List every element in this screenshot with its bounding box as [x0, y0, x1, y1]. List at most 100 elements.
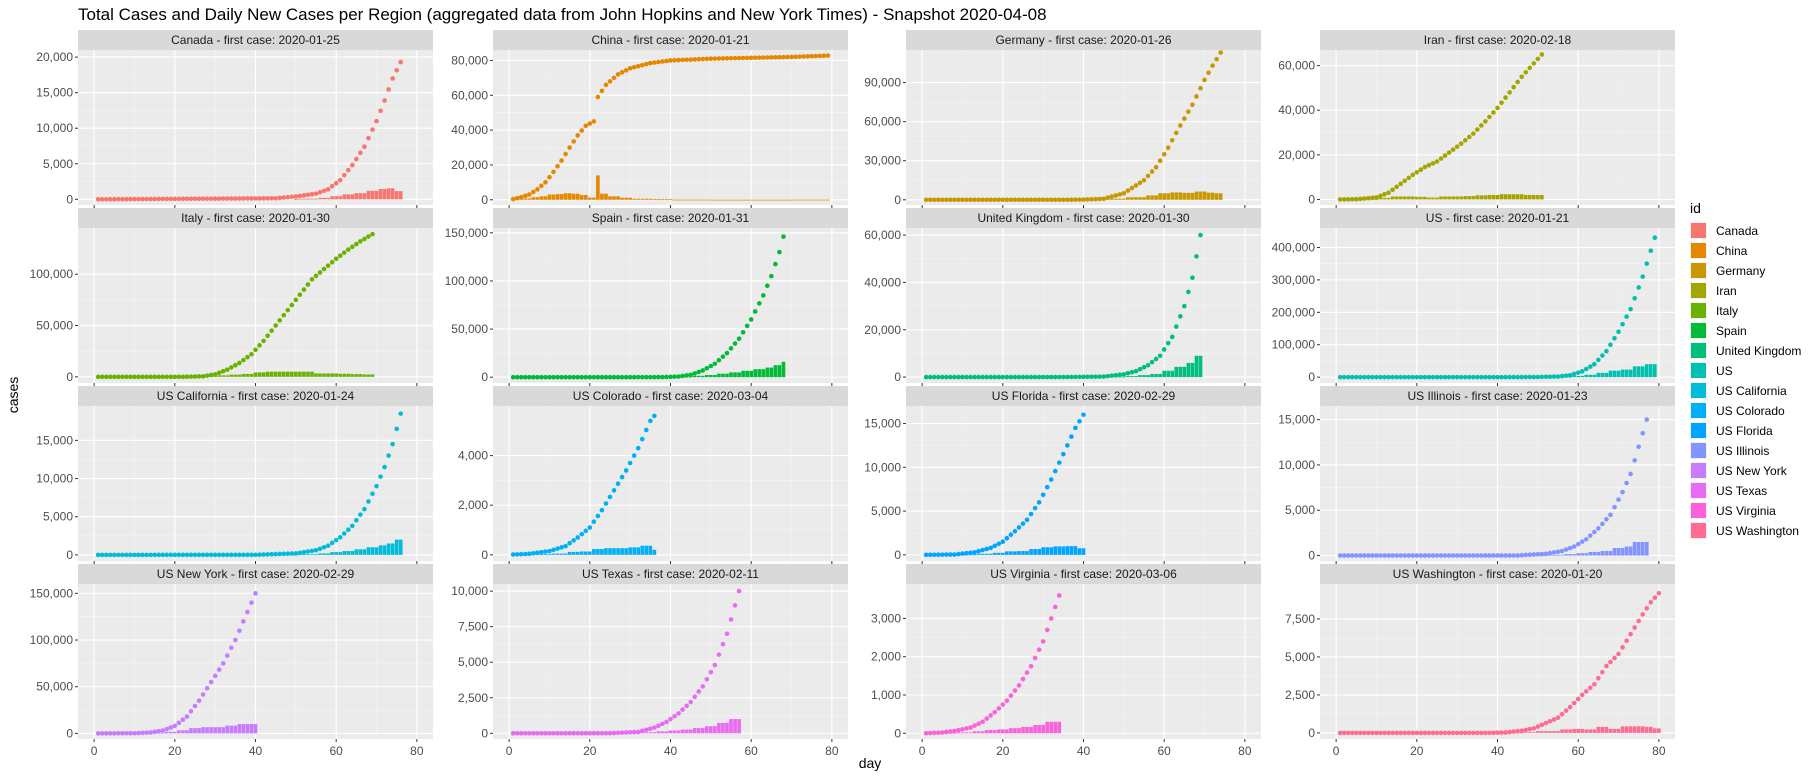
new-cases-bar	[773, 199, 778, 201]
y-tick-label: 15,000	[864, 417, 901, 431]
total-cases-point	[559, 158, 564, 163]
total-cases-point	[188, 374, 194, 379]
total-cases-point	[1446, 374, 1452, 380]
total-cases-point	[1125, 370, 1131, 376]
new-cases-bar	[1644, 541, 1649, 556]
facet-strip-label: US Washington - first case: 2020-01-20	[1393, 567, 1603, 581]
total-cases-point	[777, 54, 782, 60]
new-cases-bar	[652, 199, 657, 201]
new-cases-bar	[555, 194, 560, 200]
new-cases-bar	[1202, 191, 1207, 200]
total-cases-point	[152, 374, 157, 380]
total-cases-point	[587, 121, 593, 126]
total-cases-point	[1539, 722, 1545, 728]
total-cases-point	[615, 481, 621, 487]
total-cases-point	[514, 195, 520, 201]
total-cases-point	[587, 374, 593, 380]
new-cases-bar	[1616, 370, 1621, 378]
total-cases-point	[237, 628, 242, 633]
total-cases-point	[188, 552, 194, 558]
total-cases-point	[1097, 374, 1102, 379]
total-cases-point	[1454, 144, 1460, 149]
legend-item: US Texas	[1690, 482, 1767, 499]
total-cases-point	[992, 543, 998, 549]
total-cases-point	[120, 730, 125, 736]
new-cases-bar	[318, 197, 322, 200]
new-cases-bar	[1536, 731, 1540, 733]
new-cases-bar	[1560, 554, 1564, 556]
total-cases-point	[1048, 477, 1054, 482]
new-cases-bar	[1017, 728, 1021, 734]
legend-label: Germany	[1716, 264, 1765, 278]
new-cases-bar	[1057, 721, 1062, 734]
new-cases-bar	[1463, 196, 1468, 200]
new-cases-bar	[1576, 728, 1580, 733]
total-cases-point	[1596, 675, 1601, 681]
total-cases-point	[1121, 190, 1127, 196]
total-cases-point	[1406, 730, 1412, 736]
y-tick-label: 150,000	[30, 586, 74, 600]
total-cases-point	[1628, 471, 1633, 477]
total-cases-point	[1374, 730, 1379, 736]
total-cases-point	[603, 730, 609, 736]
new-cases-bar	[1178, 366, 1183, 378]
new-cases-bar	[563, 553, 568, 555]
new-cases-bar	[1596, 372, 1601, 378]
new-cases-bar	[185, 730, 189, 734]
new-cases-bar	[761, 369, 766, 378]
total-cases-point	[652, 413, 657, 419]
total-cases-point	[261, 552, 266, 557]
total-cases-point	[148, 552, 153, 558]
y-tick-label: 0	[481, 548, 488, 562]
new-cases-bar	[737, 199, 741, 201]
total-cases-point	[220, 196, 226, 201]
new-cases-bar	[302, 198, 306, 200]
total-cases-point	[704, 56, 710, 62]
x-tick-label: 20	[168, 744, 182, 758]
total-cases-point	[1345, 730, 1351, 736]
total-cases-point	[249, 196, 254, 201]
new-cases-bar	[604, 193, 608, 200]
total-cases-point	[95, 731, 101, 736]
total-cases-point	[510, 374, 516, 380]
new-cases-bar	[1596, 551, 1601, 556]
total-cases-point	[785, 54, 790, 60]
total-cases-point	[518, 194, 524, 200]
total-cases-point	[144, 552, 149, 558]
total-cases-point	[773, 55, 778, 60]
total-cases-point	[1028, 374, 1034, 380]
new-cases-bar	[539, 196, 544, 200]
legend-label: Spain	[1716, 324, 1747, 338]
total-cases-point	[944, 197, 949, 203]
total-cases-point	[1539, 52, 1545, 57]
new-cases-bar	[1394, 196, 1399, 200]
new-cases-bar	[1443, 196, 1447, 200]
facet-us-virginia: US Virginia - first case: 2020-03-0601,0…	[871, 564, 1261, 758]
new-cases-bar	[988, 730, 993, 734]
total-cases-point	[931, 730, 937, 736]
total-cases-point	[140, 730, 145, 736]
y-tick-label: 0	[1308, 370, 1315, 384]
new-cases-bar	[769, 199, 774, 201]
total-cases-point	[1535, 724, 1541, 729]
total-cases-point	[317, 189, 323, 195]
total-cases-point	[1571, 544, 1577, 549]
new-cases-bar	[370, 547, 375, 555]
total-cases-point	[940, 730, 945, 735]
new-cases-bar	[1624, 369, 1629, 378]
total-cases-point	[164, 374, 170, 380]
total-cases-point	[931, 197, 937, 203]
new-cases-bar	[668, 199, 673, 201]
total-cases-point	[1531, 552, 1537, 557]
new-cases-bar	[567, 193, 572, 200]
new-cases-bar	[1178, 192, 1183, 200]
total-cases-point	[204, 552, 210, 558]
new-cases-bar	[648, 545, 653, 555]
new-cases-bar	[996, 729, 1001, 734]
total-cases-point	[168, 725, 174, 730]
total-cases-point	[148, 374, 153, 380]
total-cases-point	[1519, 552, 1525, 558]
new-cases-bar	[781, 361, 786, 378]
total-cases-point	[591, 119, 597, 124]
